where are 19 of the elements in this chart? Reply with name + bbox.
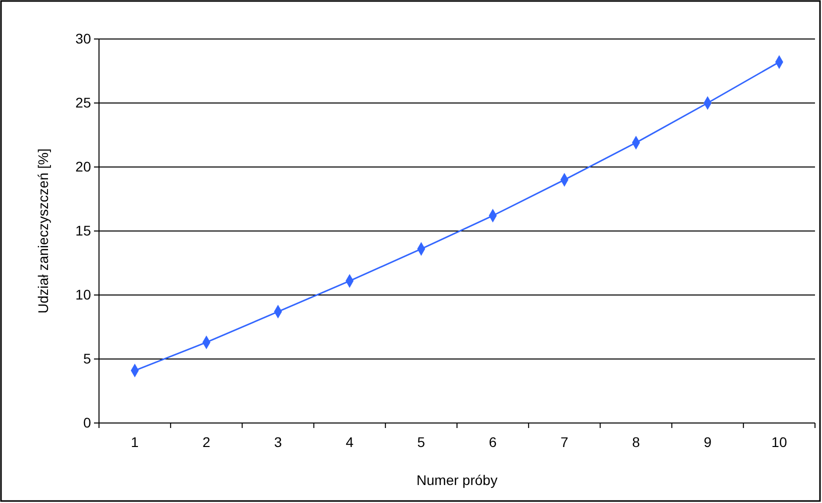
x-tick-label: 2	[202, 434, 210, 450]
y-tick-label: 20	[75, 158, 92, 174]
x-tick-label: 10	[771, 434, 788, 450]
x-tick-label: 8	[632, 434, 640, 450]
x-axis-title: Numer próby	[416, 472, 498, 488]
y-tick-label: 5	[83, 350, 92, 366]
y-tick-label: 10	[75, 286, 92, 302]
y-tick-label: 25	[75, 94, 92, 110]
x-tick-label: 3	[274, 434, 282, 450]
x-tick-label: 9	[704, 434, 712, 450]
x-tick-label: 7	[560, 434, 568, 450]
x-tick-label: 4	[346, 434, 354, 450]
y-tick-label: 30	[75, 30, 92, 46]
y-tick-label: 0	[83, 414, 92, 430]
x-tick-label: 6	[488, 434, 497, 450]
y-tick-label: 15	[75, 222, 92, 238]
x-tick-label: 5	[417, 434, 426, 450]
y-axis-title: Udział zanieczyszczeń [%]	[35, 148, 51, 314]
x-tick-label: 1	[130, 434, 139, 450]
